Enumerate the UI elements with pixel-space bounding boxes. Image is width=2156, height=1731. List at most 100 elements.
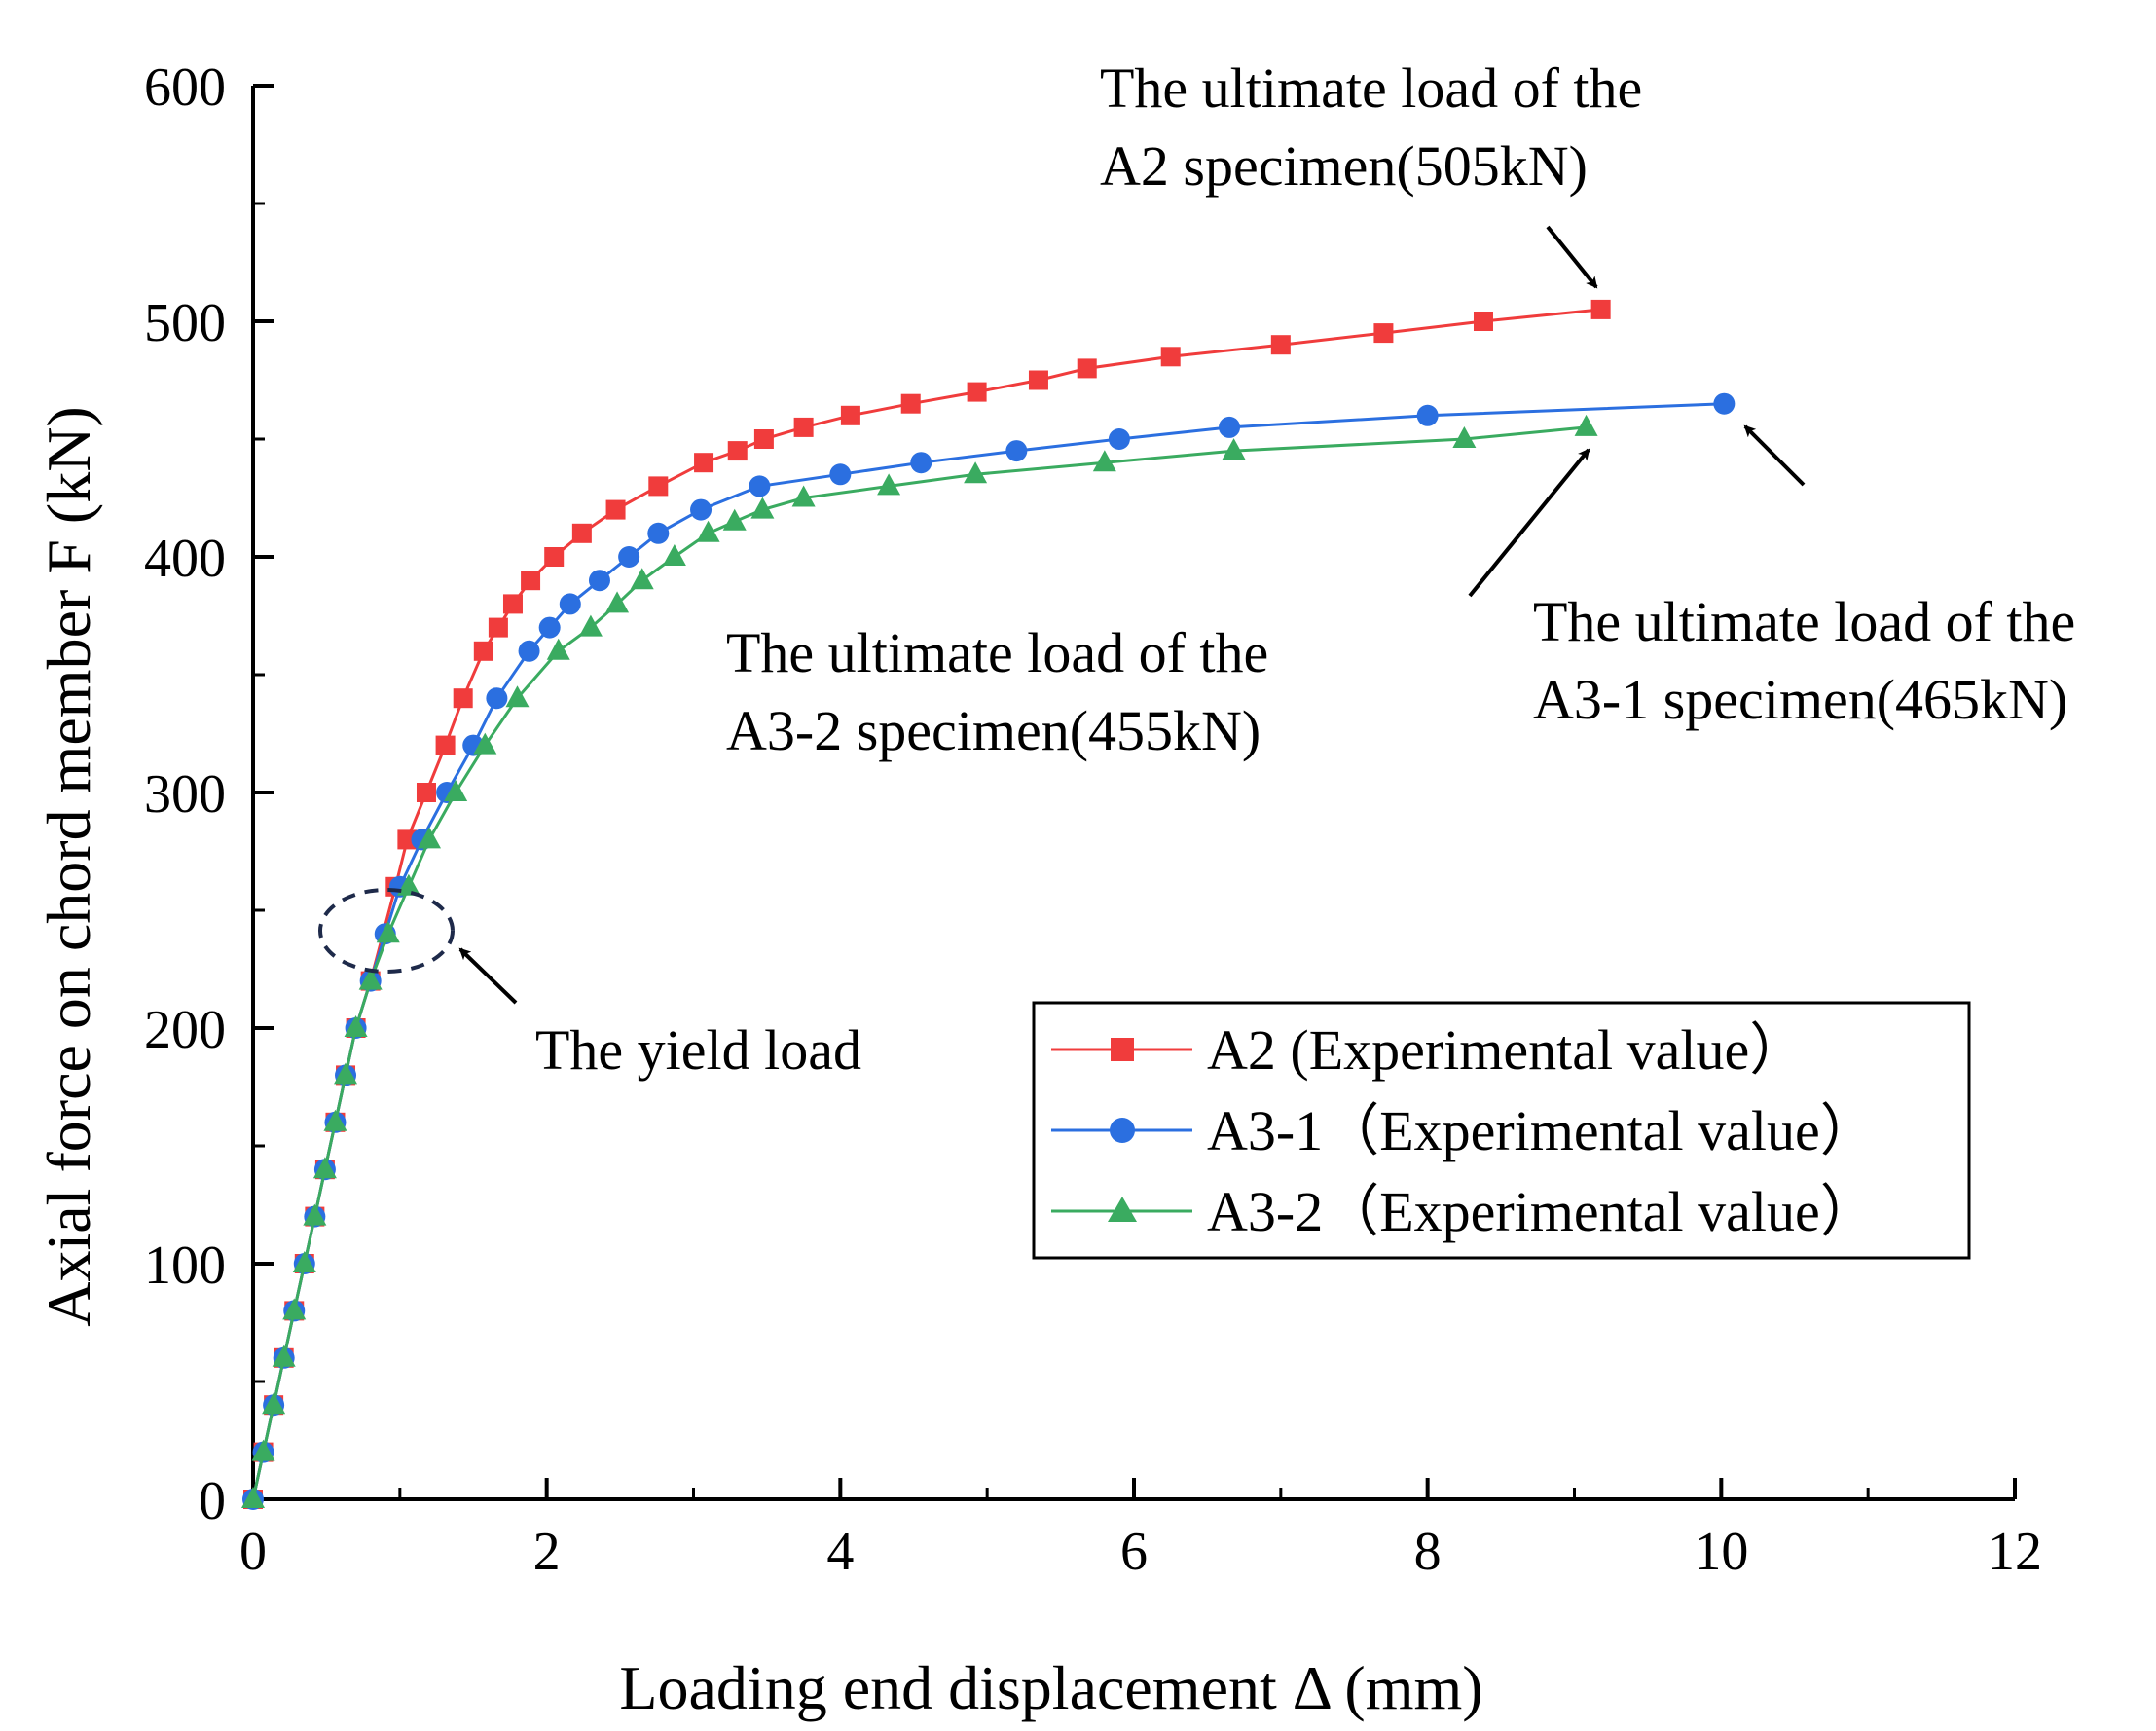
data-point-a3-2 — [444, 780, 468, 801]
y-tick-label: 500 — [144, 293, 226, 353]
legend-marker-a3-1 — [1110, 1118, 1135, 1143]
data-point-a3-2 — [344, 1015, 368, 1037]
annotation-yield-arrow — [458, 947, 518, 1005]
data-point-a2 — [435, 735, 456, 755]
data-point-a2 — [900, 393, 921, 414]
data-point-a3-2 — [696, 520, 720, 542]
series-line-2 — [251, 425, 1587, 1500]
series-layer — [241, 299, 1736, 1510]
x-tick-label: 2 — [533, 1522, 561, 1582]
y-axis-title: Axial force on chord member F (kN) — [34, 406, 103, 1326]
data-point-a3-1 — [1108, 428, 1130, 450]
data-point-a3-2 — [323, 1109, 347, 1131]
data-point-a3-2 — [750, 497, 775, 519]
data-point-a3-2 — [722, 508, 747, 531]
data-point-a2 — [1270, 335, 1291, 355]
annotation-a2-arrow — [1546, 225, 1598, 289]
data-point-a2 — [1028, 370, 1048, 390]
data-point-a3-2 — [241, 1487, 265, 1508]
data-point-a2 — [605, 499, 626, 520]
data-point-a2 — [502, 594, 523, 614]
data-point-a3-2 — [605, 591, 630, 613]
legend-marker-a3-2 — [1108, 1197, 1137, 1222]
data-point-a3-2 — [505, 685, 530, 708]
series-line-0 — [251, 308, 1601, 1500]
legend-label-a3-2: A3-2（Experimental value） — [1207, 1180, 1877, 1243]
x-tick-label: 6 — [1120, 1522, 1148, 1582]
data-point-a3-2 — [964, 461, 988, 484]
data-point-a2 — [1590, 299, 1611, 319]
data-point-a3-1 — [486, 687, 508, 710]
data-point-a2 — [1077, 358, 1097, 379]
data-point-a3-1 — [910, 452, 932, 474]
data-point-a3-2 — [358, 968, 383, 990]
data-point-a3-2 — [312, 1157, 337, 1179]
data-point-a3-2 — [376, 921, 400, 943]
data-point-a2 — [416, 783, 436, 802]
data-point-a2 — [397, 829, 418, 850]
annotation-a32-line1: The ultimate load of the — [726, 621, 1268, 684]
data-point-a3-2 — [251, 1439, 275, 1461]
data-point-a3-1 — [1005, 440, 1028, 462]
data-point-a3-1 — [829, 463, 852, 486]
annotation-a32-line2: A3-2 specimen(455kN) — [726, 699, 1261, 762]
data-point-a2 — [1473, 312, 1493, 331]
data-point-a3-2 — [662, 544, 686, 566]
y-tick-label: 400 — [144, 529, 226, 589]
x-tick-label: 10 — [1694, 1522, 1748, 1582]
data-point-a2 — [753, 429, 774, 449]
data-point-a3-1 — [559, 593, 581, 615]
data-point-a3-1 — [588, 570, 610, 592]
x-tick-label: 12 — [1988, 1522, 2042, 1582]
annotation-a31-arrow — [1743, 424, 1806, 487]
data-point-a2 — [694, 453, 714, 473]
data-point-a3-2 — [877, 473, 901, 496]
y-tick-label: 200 — [144, 1000, 226, 1060]
data-point-a2 — [967, 382, 987, 402]
annotation-a31-line1: The ultimate load of the — [1533, 590, 2075, 653]
data-point-a3-2 — [292, 1251, 316, 1272]
y-tick-label: 600 — [144, 57, 226, 118]
data-point-a3-1 — [690, 498, 713, 521]
data-point-a3-1 — [1713, 392, 1736, 415]
data-point-a2 — [840, 405, 860, 425]
data-point-a3-2 — [791, 485, 816, 507]
data-point-a2 — [544, 547, 565, 567]
data-point-a3-1 — [647, 522, 670, 544]
annotation-yield: The yield load — [535, 1018, 861, 1082]
data-point-a3-2 — [303, 1203, 327, 1226]
data-point-a3-1 — [1416, 404, 1439, 426]
legend: A2 (Experimental value） A3-1（Experimenta… — [1032, 1001, 1971, 1260]
annotation-a2-line1: The ultimate load of the — [1100, 56, 1642, 120]
data-point-a3-1 — [1219, 416, 1241, 438]
yield-load-ellipse — [318, 888, 455, 974]
data-point-a3-2 — [630, 568, 654, 590]
x-tick-label: 0 — [239, 1522, 267, 1582]
annotation-a31-line2: A3-1 specimen(465kN) — [1533, 668, 2067, 731]
legend-label-a3-1: A3-1（Experimental value） — [1207, 1099, 1877, 1162]
data-point-a2 — [727, 441, 748, 461]
data-point-a2 — [473, 641, 493, 661]
data-point-a2 — [1373, 323, 1394, 344]
y-tick-label: 100 — [144, 1235, 226, 1296]
data-point-a3-2 — [282, 1298, 307, 1320]
x-axis-title: Loading end displacement Δ (mm) — [619, 1653, 1482, 1722]
series-line-1 — [251, 402, 1725, 1500]
data-point-a3-2 — [262, 1392, 286, 1415]
data-point-a2 — [571, 523, 592, 543]
data-point-a3-2 — [546, 638, 570, 660]
data-point-a3-1 — [538, 616, 561, 639]
data-point-a3-2 — [578, 614, 603, 637]
data-point-a3-2 — [1222, 438, 1246, 460]
data-point-a3-2 — [473, 732, 497, 755]
data-point-a3-2 — [272, 1344, 296, 1367]
legend-marker-a2 — [1111, 1038, 1134, 1061]
data-point-a3-2 — [334, 1062, 358, 1085]
data-point-a3-2 — [1452, 426, 1477, 448]
data-point-a3-1 — [618, 546, 640, 568]
data-point-a3-2 — [1574, 414, 1598, 436]
data-point-a2 — [521, 571, 541, 591]
data-point-a3-2 — [418, 827, 441, 849]
data-point-a3-2 — [1092, 450, 1116, 472]
